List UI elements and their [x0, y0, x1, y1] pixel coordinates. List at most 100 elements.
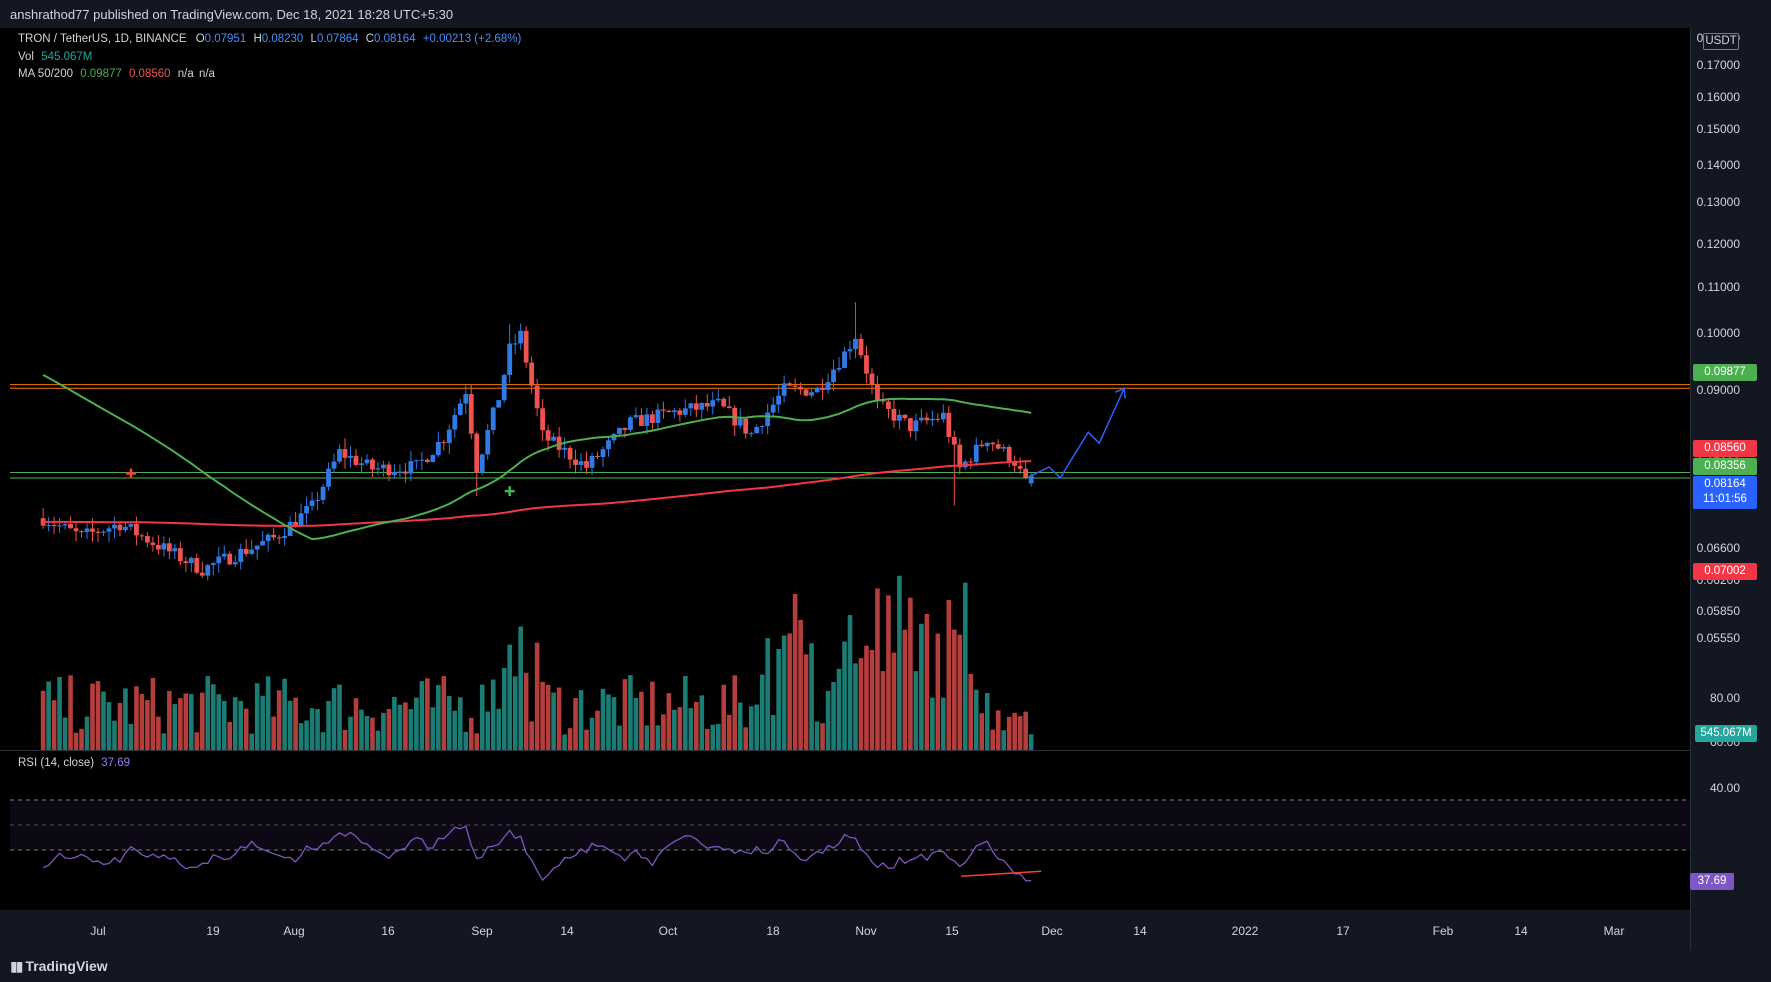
candle-body [600, 449, 606, 457]
volume-bar [529, 721, 534, 750]
candle-body [628, 417, 633, 431]
candle-body [463, 394, 469, 404]
volume-bars [40, 575, 1034, 750]
last-price-value: 0.08164 [1704, 478, 1746, 490]
volume-bar [935, 633, 941, 750]
price-axis-ticks[interactable]: 0.180000.170000.160000.150000.140000.130… [1697, 31, 1741, 645]
chart-area[interactable]: 0.180000.170000.160000.150000.140000.130… [0, 28, 1771, 950]
candle-body [106, 528, 112, 532]
tradingview-logo[interactable]: ▮▮ TradingView [10, 958, 108, 975]
legend-low-label: L [310, 33, 317, 45]
candle-body [545, 430, 551, 441]
price-tick-label: 0.17000 [1697, 58, 1741, 72]
time-axis-background [0, 910, 1690, 950]
volume-bar [265, 676, 271, 750]
candle-body [364, 459, 370, 464]
candle-body [578, 461, 584, 465]
legend-high-label: H [253, 33, 262, 45]
volume-bar [726, 714, 732, 750]
candle-body [688, 403, 694, 409]
candle-body [139, 535, 145, 537]
time-axis-ticks[interactable]: Jul 19 Aug 16 Sep 14 Oct 18 Nov 15 Dec 14 2022 17 Feb 1… [90, 924, 1624, 938]
candle-body [392, 472, 397, 476]
candle-body [968, 461, 974, 463]
candle-body [831, 369, 836, 383]
volume-bar [814, 721, 820, 750]
candle-body [781, 383, 787, 396]
volume-bar [919, 623, 924, 750]
candle-body [677, 410, 683, 415]
volume-bar [271, 716, 276, 750]
volume-bar [95, 681, 101, 750]
volume-bar [595, 710, 600, 750]
candle-body [765, 412, 771, 427]
volume-bar [419, 681, 425, 750]
volume-bar [737, 702, 743, 750]
volume-bar [205, 676, 211, 750]
volume-bar [315, 709, 320, 750]
candle-body [853, 338, 858, 350]
rsi-tick-label: 80.00 [1710, 691, 1740, 705]
tradingview-logo-icon: ▮▮ [10, 959, 23, 975]
candle-body [172, 548, 178, 552]
price-tick-label: 0.05850 [1697, 604, 1741, 618]
candle-body [260, 541, 266, 546]
volume-bar [694, 701, 699, 750]
legend-na-2: n/a [198, 68, 215, 80]
candle-body [128, 523, 134, 527]
candle-body [304, 506, 309, 514]
candle-body [864, 355, 869, 374]
time-tick-label: 14 [1514, 924, 1528, 938]
time-tick-label: 14 [560, 924, 574, 938]
volume-bar [644, 725, 650, 750]
volume-bar [715, 723, 721, 750]
volume-bar [886, 595, 891, 750]
candle-body [655, 409, 661, 423]
legend-ma-label[interactable]: MA 50/200 [18, 68, 73, 80]
volume-bar [683, 675, 688, 750]
currency-badge[interactable]: USDT [1703, 33, 1739, 50]
volume-bar [112, 720, 117, 750]
candle-body [249, 549, 255, 554]
candle-body [721, 398, 727, 407]
candle-body [485, 430, 491, 455]
candle-body [584, 461, 589, 468]
volume-bar [902, 629, 908, 750]
candle-body [232, 562, 238, 565]
legend-symbol[interactable]: TRON / TetherUS, 1D, BINANCE [18, 33, 187, 45]
time-tick-label: Sep [471, 924, 493, 938]
volume-bar [776, 648, 781, 750]
candle-body [798, 386, 804, 390]
volume-bar [523, 672, 529, 750]
candle-body [869, 373, 875, 385]
candle-body [644, 414, 650, 426]
volume-bar [221, 700, 227, 750]
candle-body [523, 330, 529, 363]
volume-bar [770, 714, 776, 750]
volume-bar [941, 697, 946, 750]
low-level-badge: 0.07002 [1693, 563, 1757, 580]
candle-body [650, 414, 655, 423]
volume-bar [189, 694, 194, 750]
legend-change: +0.00213 (+2.68%) [422, 33, 522, 45]
volume-bar [145, 700, 150, 750]
volume-bar [512, 676, 518, 750]
price-tick-label: 0.09000 [1697, 383, 1741, 397]
candle-body [1001, 446, 1007, 449]
candle-body [51, 525, 57, 527]
candle-body [737, 418, 743, 426]
volume-bar [282, 678, 287, 750]
candle-body [359, 463, 364, 465]
rsi-badge: 37.69 [1690, 873, 1734, 890]
legend-open: 0.07951 [204, 33, 247, 45]
volume-bar [392, 696, 397, 750]
legend-rsi-label[interactable]: RSI (14, close) [18, 757, 95, 769]
candle-body [446, 429, 452, 444]
volume-bar [501, 667, 507, 750]
volume-bar [1001, 730, 1007, 750]
candle-body [776, 395, 782, 405]
volume-bar [51, 700, 57, 750]
legend-vol-label[interactable]: Vol [18, 51, 34, 63]
candle-body [62, 524, 68, 526]
candle-body [342, 449, 348, 458]
